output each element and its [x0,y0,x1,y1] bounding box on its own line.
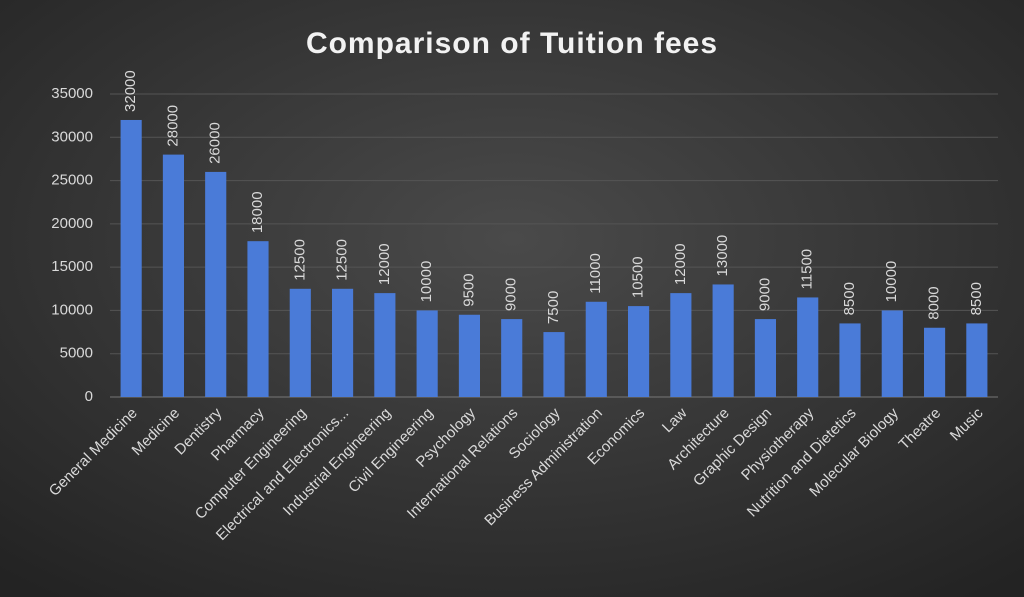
y-tick-label: 10000 [51,301,93,318]
data-label: 32000 [122,70,139,112]
chart-title: Comparison of Tuition fees [306,27,718,60]
bar [247,241,269,397]
bar [501,319,523,397]
data-label: 28000 [164,105,181,147]
bar [162,154,184,397]
bar [628,306,650,397]
data-label: 10000 [418,261,435,303]
bar [458,314,480,397]
data-label: 12000 [376,243,393,285]
data-label: 10500 [630,256,647,298]
data-label: 13000 [714,235,731,277]
y-tick-label: 0 [85,388,93,405]
data-label: 10000 [883,261,900,303]
data-label: 9500 [460,273,477,306]
bar [332,288,354,397]
bar [374,293,396,397]
data-label: 26000 [207,122,224,164]
y-tick-label: 5000 [60,345,93,362]
y-tick-label: 20000 [51,215,93,232]
data-label: 8000 [926,286,943,319]
bar [585,301,607,397]
data-label: 11000 [587,253,604,294]
bar [205,171,227,397]
bar [670,293,692,397]
y-tick-label: 25000 [51,172,93,189]
bar [924,327,946,397]
bar [289,288,311,397]
bar [120,119,142,397]
data-label: 8500 [841,282,858,315]
bar [416,310,438,397]
bar [543,332,565,397]
data-label: 7500 [545,291,562,324]
data-label: 9000 [756,278,773,311]
data-label: 11500 [799,249,816,290]
data-label: 12500 [291,239,308,281]
bar [881,310,903,397]
y-tick-label: 15000 [51,258,93,275]
bar [754,319,776,397]
y-tick-label: 30000 [51,128,93,145]
bar [966,323,988,397]
bar [797,297,819,397]
data-label: 9000 [503,278,520,311]
data-label: 12500 [334,239,351,281]
bar [839,323,861,397]
data-label: 18000 [249,191,266,233]
y-tick-label: 35000 [51,85,93,102]
data-label: 8500 [968,282,985,315]
bar [712,284,734,397]
data-label: 12000 [672,243,689,285]
